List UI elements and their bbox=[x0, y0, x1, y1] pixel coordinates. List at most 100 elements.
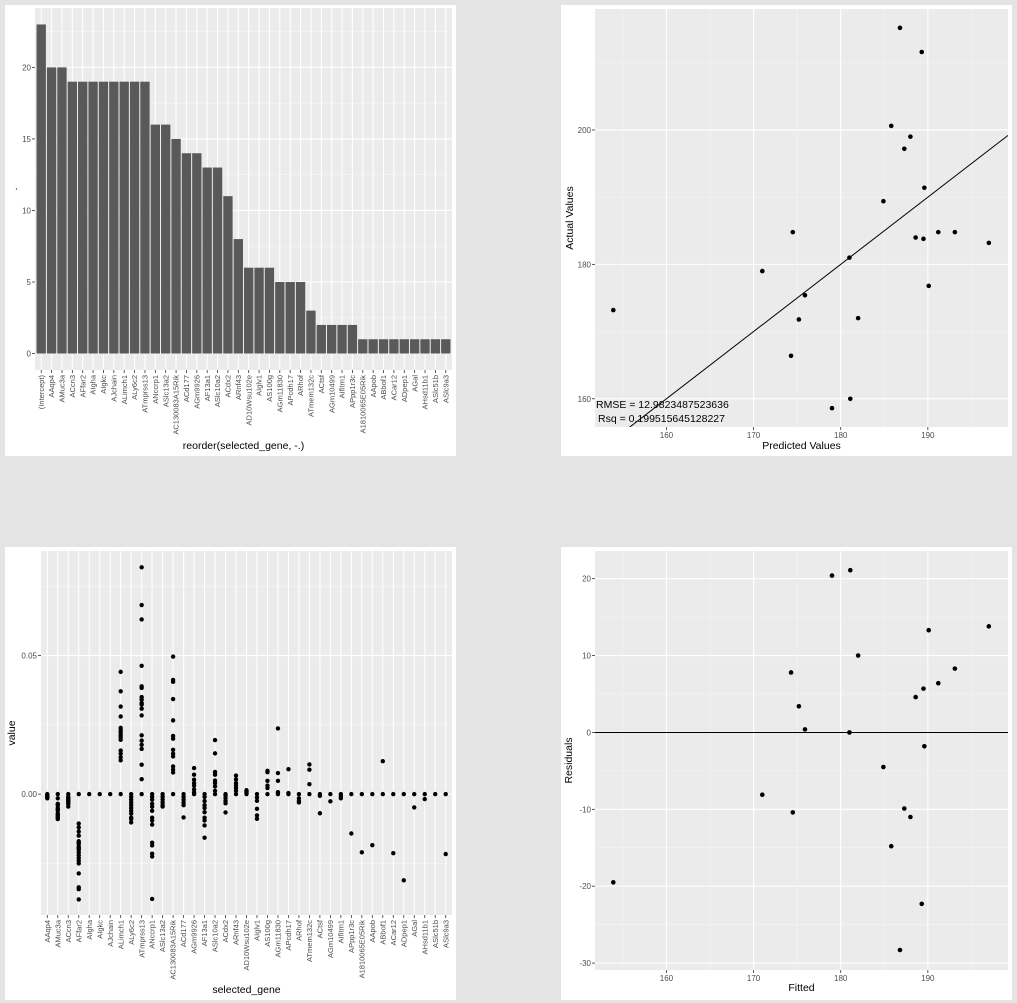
x-axis-title: selected_gene bbox=[212, 984, 280, 996]
data-point bbox=[902, 806, 907, 811]
data-point bbox=[412, 791, 417, 797]
data-point bbox=[391, 791, 396, 797]
data-point bbox=[913, 694, 918, 700]
data-point bbox=[254, 795, 260, 800]
data-point bbox=[212, 769, 218, 775]
data-point bbox=[76, 861, 81, 866]
data-point bbox=[829, 573, 835, 578]
x-category-label: APpp1r3c bbox=[348, 375, 357, 408]
bar bbox=[119, 81, 129, 354]
x-category-label: ASlc10a2 bbox=[211, 920, 220, 952]
x-tick-label: 160 bbox=[660, 974, 674, 983]
data-point bbox=[212, 751, 218, 756]
data-point bbox=[139, 706, 144, 711]
data-point bbox=[76, 887, 81, 892]
x-category-label: AS100g bbox=[263, 920, 272, 947]
predicted-vs-actual-svg: 160 180 200 160 170 180 190 RMSE = 12.982348752… bbox=[564, 9, 1008, 452]
data-point bbox=[76, 821, 81, 826]
x-category-label: AC130083A15Rik bbox=[172, 375, 181, 435]
x-category-label: ADpep1 bbox=[399, 920, 408, 947]
data-point bbox=[888, 843, 894, 849]
x-category-label: AS100g bbox=[265, 375, 274, 402]
data-point bbox=[391, 850, 396, 856]
x-category-label: ASlc13a2 bbox=[158, 920, 167, 952]
residuals-plot-svg: -30 -20 -10 0 10 20 160 170 180 190 Fitted Residual… bbox=[563, 551, 1008, 994]
x-category-label: AC130083A15Rik bbox=[169, 920, 178, 980]
bar bbox=[244, 267, 254, 354]
data-point bbox=[307, 762, 312, 767]
x-category-label: ACdx2 bbox=[221, 920, 230, 943]
data-point bbox=[422, 796, 427, 802]
bar bbox=[202, 167, 212, 354]
x-tick-label: 190 bbox=[921, 431, 935, 440]
y-tick-label: 0 bbox=[587, 728, 592, 737]
x-category-label: A1810065E05Rik bbox=[357, 920, 366, 979]
data-point bbox=[275, 726, 281, 731]
bar bbox=[181, 153, 192, 354]
data-point bbox=[202, 805, 207, 811]
data-point bbox=[317, 793, 323, 798]
data-point bbox=[233, 777, 239, 782]
data-point bbox=[829, 405, 835, 411]
x-category-label: ACdx2 bbox=[224, 375, 233, 398]
data-point bbox=[55, 796, 60, 801]
x-category-label: ALy6c2 bbox=[127, 920, 136, 945]
data-point bbox=[139, 776, 144, 782]
x-category-label: ADpep1 bbox=[400, 375, 409, 402]
x-category-label: ATmem132c bbox=[305, 920, 314, 962]
data-point bbox=[118, 751, 123, 756]
x-category-label: AJchain bbox=[109, 375, 118, 402]
data-point bbox=[307, 767, 312, 772]
x-category-label: ACtsf bbox=[315, 919, 324, 938]
x-axis-title: Fitted bbox=[788, 982, 814, 994]
x-category-label: ARnf43 bbox=[234, 375, 243, 400]
x-category-label: AAqp4 bbox=[43, 920, 52, 943]
bar bbox=[88, 81, 98, 354]
data-point bbox=[118, 689, 123, 694]
data-point bbox=[139, 738, 144, 743]
data-point bbox=[170, 696, 176, 702]
bar bbox=[337, 324, 347, 354]
x-category-label: AFfar2 bbox=[78, 375, 87, 398]
data-point bbox=[149, 896, 155, 902]
x-category-label: APcdh17 bbox=[286, 375, 295, 405]
data-point bbox=[275, 789, 281, 795]
x-category-label: ASlc9a3 bbox=[441, 375, 450, 403]
x-category-label: AF13a1 bbox=[200, 920, 209, 946]
data-point bbox=[97, 791, 102, 797]
x-tick-label: 170 bbox=[747, 974, 761, 983]
x-category-label: ATmprss13 bbox=[137, 920, 146, 958]
data-point bbox=[265, 768, 270, 774]
data-point bbox=[443, 851, 448, 857]
data-point bbox=[191, 765, 197, 771]
plot-panel-background bbox=[595, 551, 1008, 970]
data-point bbox=[223, 810, 228, 815]
data-point bbox=[881, 198, 886, 204]
x-category-label: ARhof bbox=[296, 374, 305, 396]
bar bbox=[358, 339, 368, 354]
x-category-label: ALimch1 bbox=[116, 920, 125, 949]
data-point bbox=[139, 565, 144, 570]
x-category-label: AApob bbox=[369, 375, 378, 398]
data-point bbox=[790, 229, 796, 235]
data-point bbox=[908, 134, 913, 139]
bar bbox=[378, 339, 389, 354]
x-category-label: (Intercept) bbox=[37, 375, 46, 410]
data-point bbox=[275, 778, 281, 784]
x-category-label: AApob bbox=[368, 920, 377, 943]
x-category-label: ANccrp1 bbox=[148, 920, 157, 949]
bar bbox=[171, 138, 181, 354]
x-category-label: ARnf43 bbox=[232, 920, 241, 945]
bar bbox=[78, 81, 88, 354]
data-point bbox=[897, 25, 903, 31]
data-point bbox=[443, 791, 448, 797]
data-point bbox=[139, 684, 144, 689]
data-point bbox=[170, 764, 176, 769]
data-point bbox=[181, 803, 186, 808]
x-category-label: AIglv1 bbox=[255, 375, 264, 396]
data-point bbox=[139, 733, 144, 738]
x-category-label: ASlc51b bbox=[431, 375, 440, 403]
x-category-label: AIgha bbox=[89, 374, 98, 394]
data-point bbox=[935, 680, 941, 686]
x-category-label: AHsd11b1 bbox=[421, 375, 430, 409]
